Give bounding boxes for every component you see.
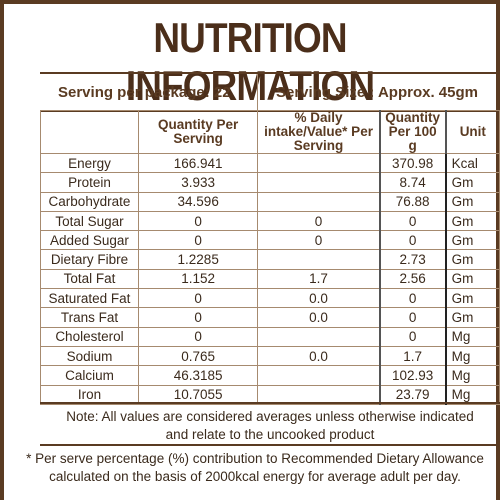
unit-value: Mg — [444, 345, 500, 367]
nutrient-name: Total Fat — [40, 268, 139, 290]
quantity-per-serving-value: 0 — [137, 230, 259, 251]
unit-value: Gm — [444, 288, 500, 309]
table-row: Protein 3.933 8.74 Gm — [40, 172, 500, 193]
frame-top-border — [0, 0, 500, 4]
unit-value: Mg — [444, 365, 500, 386]
table-row: Calcium 46.3185 102.93 Mg — [40, 365, 500, 386]
header-daily-intake: % Daily intake/Value* Per Serving — [257, 110, 381, 154]
quantity-per-100g-value: 102.93 — [378, 365, 447, 386]
quantity-per-serving-value: 1.152 — [137, 268, 259, 290]
quantity-per-100g-value: 1.7 — [378, 345, 447, 367]
quantity-per-serving-value: 46.3185 — [137, 365, 259, 386]
nutrient-name: Total Sugar — [40, 210, 139, 232]
table-row: Cholesterol 0 0 Mg — [40, 326, 500, 347]
daily-intake-value: 0 — [257, 210, 381, 232]
nutrient-name: Dietary Fibre — [40, 249, 139, 270]
table-row: Carbohydrate 34.596 76.88 Gm — [40, 191, 500, 212]
serving-info-row: Serving per package: 22 Serving Size : A… — [40, 72, 500, 112]
quantity-per-100g-value: 2.56 — [378, 268, 447, 290]
table-row: Energy 166.941 370.98 Kcal — [40, 152, 500, 174]
quantity-per-serving-value: 0.765 — [137, 345, 259, 367]
quantity-per-100g-value: 76.88 — [378, 191, 447, 212]
unit-value: Gm — [444, 249, 500, 270]
header-quantity-per-100g: Quantity Per 100 g — [378, 110, 447, 154]
nutrient-name: Protein — [40, 172, 139, 193]
table-row: Added Sugar 0 0 0 Gm — [40, 230, 500, 251]
quantity-per-serving-value: 3.933 — [137, 172, 259, 193]
table-row: Sodium 0.765 0.0 1.7 Mg — [40, 345, 500, 367]
quantity-per-100g-value: 0 — [378, 307, 447, 328]
nutrient-name: Carbohydrate — [40, 191, 139, 212]
daily-intake-value: 1.7 — [257, 268, 381, 290]
daily-intake-value — [257, 191, 381, 212]
unit-value: Gm — [444, 172, 500, 193]
quantity-per-serving-value: 0 — [137, 326, 259, 347]
nutrition-table: Quantity Per Serving % Daily intake/Valu… — [40, 110, 500, 405]
daily-intake-value: 0.0 — [257, 307, 381, 328]
daily-intake-value: 0 — [257, 230, 381, 251]
unit-value: Gm — [444, 230, 500, 251]
nutrient-name: Trans Fat — [40, 307, 139, 328]
quantity-per-serving-value: 0 — [137, 307, 259, 328]
daily-intake-value — [257, 326, 381, 347]
table-row: Trans Fat 0 0.0 0 Gm — [40, 307, 500, 328]
daily-intake-value — [257, 249, 381, 270]
quantity-per-serving-value: 166.941 — [137, 152, 259, 174]
unit-value: Gm — [444, 268, 500, 290]
daily-intake-value: 0.0 — [257, 345, 381, 367]
daily-intake-value — [257, 365, 381, 386]
nutrition-table-body: Energy 166.941 370.98 Kcal Protein 3.933 8.74 G… — [40, 152, 500, 405]
frame-left-border — [0, 0, 4, 500]
unit-value: Gm — [444, 307, 500, 328]
note-line-2: and relate to the uncooked product — [165, 427, 375, 442]
unit-value: Gm — [444, 210, 500, 232]
table-header-row: Quantity Per Serving % Daily intake/Valu… — [40, 110, 500, 154]
serving-per-package: Serving per package: 22 — [40, 74, 258, 110]
quantity-per-serving-value: 0 — [137, 210, 259, 232]
table-row: Iron 10.7055 23.79 Mg — [40, 384, 500, 405]
unit-value: Kcal — [444, 152, 500, 174]
quantity-per-serving-value: 0 — [137, 288, 259, 309]
daily-intake-value — [257, 152, 381, 174]
table-row: Total Fat 1.152 1.7 2.56 Gm — [40, 268, 500, 290]
daily-intake-value: 0.0 — [257, 288, 381, 309]
table-row: Dietary Fibre 1.2285 2.73 Gm — [40, 249, 500, 270]
note-box: Note: All values are considered averages… — [40, 402, 500, 446]
quantity-per-100g-value: 8.74 — [378, 172, 447, 193]
quantity-per-100g-value: 0 — [378, 210, 447, 232]
nutrient-name: Cholesterol — [40, 326, 139, 347]
quantity-per-100g-value: 2.73 — [378, 249, 447, 270]
table-row: Saturated Fat 0 0.0 0 Gm — [40, 288, 500, 309]
nutrient-name: Iron — [40, 384, 139, 405]
unit-value: Gm — [444, 191, 500, 212]
quantity-per-100g-value: 0 — [378, 326, 447, 347]
nutrient-name: Added Sugar — [40, 230, 139, 251]
nutrient-name: Saturated Fat — [40, 288, 139, 309]
quantity-per-serving-value: 34.596 — [137, 191, 259, 212]
serving-size: Serving Size : Approx. 45gm — [276, 83, 478, 101]
nutrient-name: Energy — [40, 152, 139, 174]
quantity-per-100g-value: 370.98 — [378, 152, 447, 174]
footnote-line-1: * Per serve percentage (%) contribution … — [26, 451, 484, 466]
unit-value: Mg — [444, 326, 500, 347]
header-unit: Unit — [444, 110, 500, 154]
quantity-per-100g-value: 0 — [378, 230, 447, 251]
footnote: * Per serve percentage (%) contribution … — [20, 448, 490, 486]
header-quantity-per-serving: Quantity Per Serving — [137, 110, 259, 154]
quantity-per-100g-value: 0 — [378, 288, 447, 309]
nutrient-name: Sodium — [40, 345, 139, 367]
daily-intake-value — [257, 172, 381, 193]
header-nutrient — [40, 110, 139, 154]
quantity-per-100g-value: 23.79 — [378, 384, 447, 405]
page-title: NUTRITION INFORMATION — [125, 14, 375, 109]
footnote-line-2: calculated on the basis of 2000kcal ener… — [49, 469, 461, 484]
table-row: Total Sugar 0 0 0 Gm — [40, 210, 500, 232]
quantity-per-serving-value: 1.2285 — [137, 249, 259, 270]
nutrient-name: Calcium — [40, 365, 139, 386]
note-line-1: Note: All values are considered averages… — [66, 409, 474, 424]
